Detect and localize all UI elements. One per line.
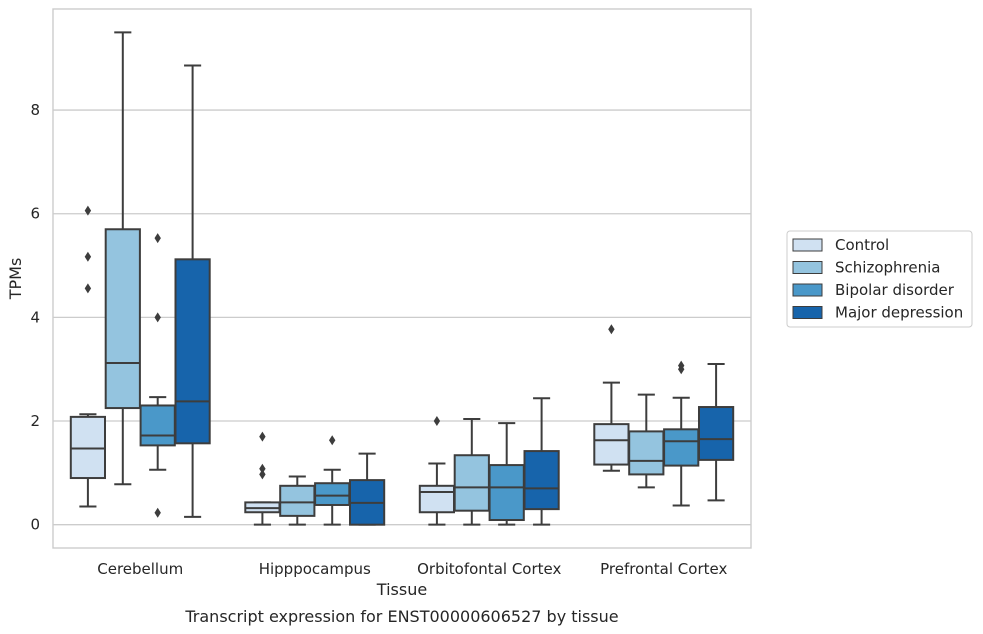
- legend: Control Schizophrenia Bipolar disorder Majo…: [786, 230, 973, 328]
- box-body: [488, 464, 525, 522]
- y-tick-labels: 0 2 4 6 8: [30, 101, 40, 534]
- box-1-0: [104, 31, 141, 486]
- outlier-point: [84, 283, 92, 294]
- x-tick-label: Orbitofontal Cortex: [417, 560, 561, 578]
- outlier-point: [329, 435, 336, 446]
- y-tick-label: 6: [30, 205, 40, 223]
- box-2-3: [663, 360, 700, 507]
- legend-label: Control: [835, 236, 889, 254]
- outlier-point: [154, 233, 161, 244]
- legend-label: Schizophrenia: [835, 259, 940, 277]
- y-axis-label: TPMs: [6, 258, 25, 301]
- outlier-point: [608, 324, 615, 335]
- outlier-point: [154, 507, 161, 518]
- x-axis-label: Tissue: [376, 580, 427, 599]
- y-tick-label: 2: [30, 412, 40, 430]
- box-1-3: [628, 393, 665, 489]
- box-body: [697, 406, 735, 461]
- legend-swatch: [792, 238, 823, 252]
- box-0-3: [593, 324, 630, 472]
- box-2-2: [488, 422, 525, 526]
- y-tick-label: 0: [30, 516, 40, 534]
- outlier-point: [433, 416, 441, 427]
- box-body: [279, 484, 316, 517]
- outlier-point: [259, 469, 266, 480]
- box-body: [523, 450, 560, 511]
- x-tick-label: Cerebellum: [97, 560, 183, 578]
- box-body: [104, 228, 141, 410]
- chart-caption: Transcript expression for ENST0000060652…: [184, 607, 618, 626]
- box-3-2: [523, 397, 560, 526]
- legend-label: Bipolar disorder: [835, 281, 955, 299]
- box-3-3: [697, 363, 735, 502]
- box-body: [139, 404, 176, 447]
- box-2-0: [139, 233, 176, 518]
- box-1-2: [453, 417, 490, 526]
- y-tick-label: 4: [30, 308, 40, 326]
- box-1-1: [279, 475, 316, 526]
- box-body: [314, 482, 351, 506]
- box-3-1: [348, 452, 386, 526]
- x-tick-label: Hipppocampus: [259, 560, 371, 578]
- outlier-point: [154, 312, 161, 323]
- box-body: [418, 484, 456, 514]
- box-series: [69, 31, 735, 526]
- outlier-point: [259, 463, 266, 474]
- box-0-1: [244, 431, 281, 526]
- box-body: [453, 454, 490, 512]
- x-tick-label: Prefrontal Cortex: [600, 560, 727, 578]
- legend-swatch: [792, 261, 823, 274]
- box-2-1: [314, 435, 351, 526]
- box-0-0: [69, 205, 107, 508]
- outlier-point: [84, 205, 92, 216]
- legend-label: Major depression: [835, 304, 963, 322]
- box-body: [663, 428, 700, 467]
- outlier-point: [259, 431, 266, 442]
- plot-frame: [52, 8, 752, 549]
- legend-swatch: [792, 283, 823, 297]
- outlier-point: [678, 364, 685, 375]
- x-tick-labels: Cerebellum Hipppocampus Orbitofontal Corte…: [97, 560, 727, 578]
- box-body: [593, 423, 630, 466]
- legend-frame: [786, 230, 973, 328]
- box-body: [174, 258, 211, 445]
- y-tick-label: 8: [30, 101, 40, 119]
- outlier-point: [84, 251, 92, 262]
- box-body: [628, 430, 665, 476]
- box-3-0: [174, 64, 211, 518]
- box-0-2: [418, 416, 456, 526]
- box-body: [69, 415, 107, 480]
- legend-swatch: [792, 306, 823, 319]
